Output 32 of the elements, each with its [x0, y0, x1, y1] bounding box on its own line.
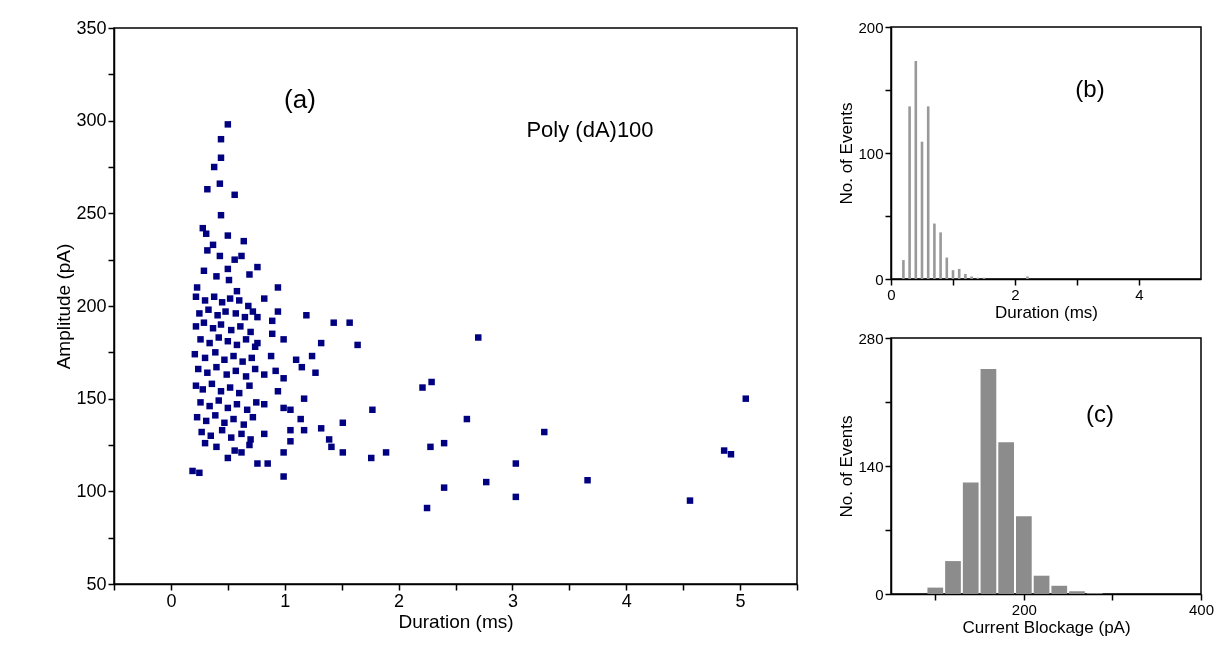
y-tick-label: 250 — [76, 202, 107, 223]
annotation: (a) — [284, 84, 316, 114]
y-axis-title: Amplitude (pA) — [53, 243, 75, 370]
x-tick-label: 4 — [1135, 285, 1144, 303]
x-tick-label: 3 — [507, 590, 518, 611]
y-tick-label: 300 — [76, 110, 107, 131]
x-axis-title: Duration (ms) — [398, 610, 514, 632]
x-tick-label: 0 — [887, 285, 896, 303]
y-tick-label: 280 — [858, 329, 884, 347]
y-axis-title: No. of Events — [837, 415, 857, 518]
x-axis-title: Current Blockage (pA) — [962, 617, 1131, 637]
x-tick-label: 2 — [394, 590, 405, 611]
y-tick-label: 100 — [858, 144, 884, 162]
y-tick-label: 50 — [86, 573, 107, 594]
x-tick-label: 400 — [1188, 600, 1215, 618]
x-tick-label: 2 — [1011, 285, 1020, 303]
y-axis-title: No. of Events — [837, 102, 857, 205]
y-tick-label: 0 — [875, 270, 884, 288]
y-tick-label: 150 — [76, 388, 107, 409]
y-tick-label: 200 — [858, 18, 884, 36]
annotation: (c) — [1086, 400, 1114, 427]
x-tick-label: 200 — [1011, 600, 1037, 618]
x-tick-label: 0 — [166, 590, 177, 611]
annotation: (b) — [1075, 75, 1105, 102]
x-tick-label: 5 — [735, 590, 746, 611]
annotation: Poly (dA)100 — [526, 117, 654, 142]
x-tick-label: 4 — [621, 590, 632, 611]
y-tick-label: 140 — [858, 457, 884, 475]
x-tick-label: 1 — [280, 590, 291, 611]
y-tick-label: 100 — [76, 480, 107, 501]
x-axis-title: Duration (ms) — [995, 302, 1098, 322]
y-tick-label: 350 — [76, 17, 107, 38]
